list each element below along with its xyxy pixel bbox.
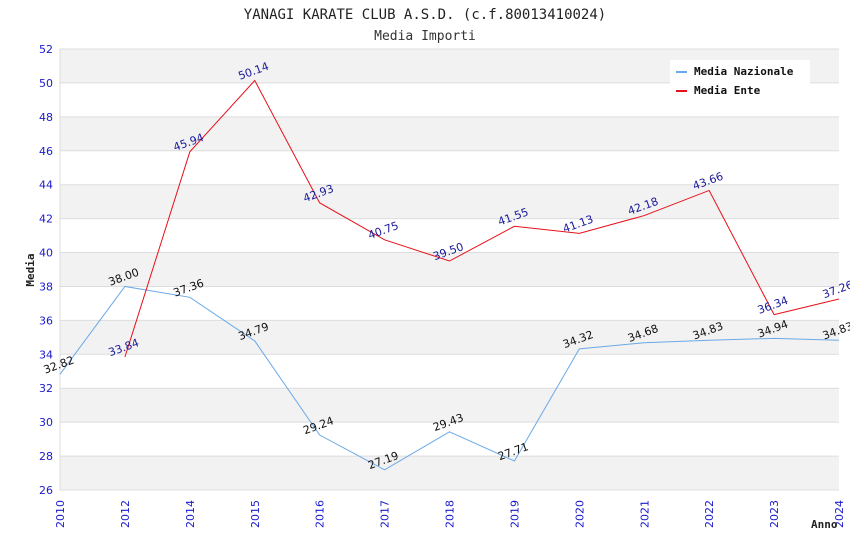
x-tick-label: 2019 xyxy=(508,500,521,528)
y-tick-label: 48 xyxy=(39,111,53,124)
grid-bands xyxy=(60,49,839,490)
x-tick-label: 2010 xyxy=(54,500,67,528)
x-tick-label: 2018 xyxy=(444,500,457,528)
series-lines xyxy=(59,79,840,471)
grid-band xyxy=(60,456,839,490)
x-tick-label: 2021 xyxy=(638,500,651,528)
y-tick-label: 34 xyxy=(39,348,53,361)
y-tick-label: 30 xyxy=(39,416,53,429)
legend-label-ente: Media Ente xyxy=(694,84,761,97)
y-tick-label: 50 xyxy=(39,77,53,90)
series-line-ente xyxy=(124,79,840,358)
y-tick-label: 52 xyxy=(39,43,53,56)
x-tick-label: 2012 xyxy=(119,500,132,528)
y-tick-label: 38 xyxy=(39,280,53,293)
x-tick-label: 2014 xyxy=(184,500,197,528)
x-tick-label: 2015 xyxy=(249,500,262,528)
x-tick-label: 2024 xyxy=(833,500,846,528)
x-axis-ticks: 2010 2012 2014 2015 2016 2017 2018 2019 2020 2021… xyxy=(54,500,846,528)
y-tick-label: 36 xyxy=(39,314,53,327)
y-tick-label: 32 xyxy=(39,382,53,395)
legend-box xyxy=(670,60,810,102)
y-tick-label: 40 xyxy=(39,247,53,260)
y-tick-label: 46 xyxy=(39,145,53,158)
y-tick-label: 42 xyxy=(39,213,53,226)
x-tick-label: 2023 xyxy=(768,500,781,528)
grid-band xyxy=(60,252,839,287)
y-axis-ticks: 26 28 30 32 34 36 38 40 42 44 46 48 50 52 xyxy=(39,43,53,497)
x-tick-label: 2017 xyxy=(379,500,392,528)
y-tick-label: 28 xyxy=(39,450,53,463)
y-tick-label: 26 xyxy=(39,484,53,497)
y-tick-label: 44 xyxy=(39,179,53,192)
x-axis-label: Anno xyxy=(811,518,838,531)
chart-subtitle: Media Importi xyxy=(374,29,476,44)
chart-title: YANAGI KARATE CLUB A.S.D. (c.f.800134100… xyxy=(244,7,606,23)
grid-band xyxy=(60,320,839,355)
legend-label-nazionale: Media Nazionale xyxy=(694,65,794,78)
y-axis-label: Media xyxy=(24,253,37,286)
x-tick-label: 2022 xyxy=(703,500,716,528)
x-tick-label: 2020 xyxy=(573,500,586,528)
grid-band xyxy=(60,116,839,151)
series-line-nazionale xyxy=(59,285,840,471)
grid-lines xyxy=(59,48,839,491)
grid-band xyxy=(60,388,839,423)
grid-band xyxy=(60,184,839,219)
legend: Media Nazionale Media Ente xyxy=(670,60,810,102)
x-tick-label: 2016 xyxy=(314,500,327,528)
